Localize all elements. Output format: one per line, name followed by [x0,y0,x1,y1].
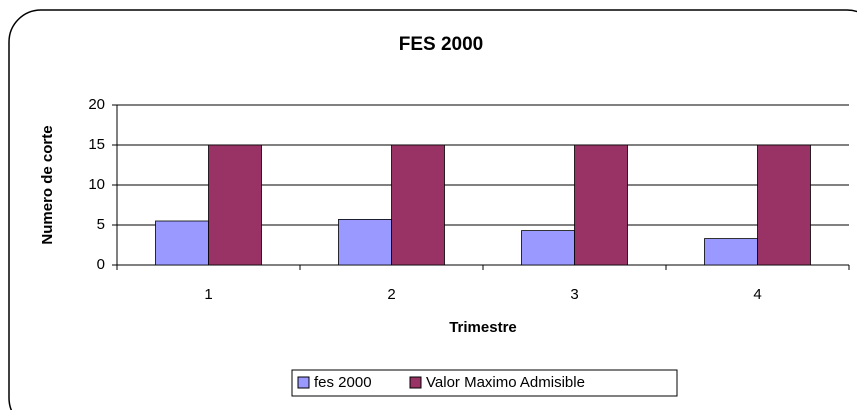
legend: fes 2000 Valor Maximo Admisible [291,369,678,397]
y-tick-label: 15 [88,136,105,153]
legend-box [291,369,678,397]
y-tick-label: 0 [97,256,105,273]
bar [155,220,209,266]
bar [757,144,811,266]
y-tick-label: 10 [88,176,105,193]
legend-swatch [409,376,422,389]
bar [521,230,575,266]
legend-swatch [297,376,310,389]
legend-label: fes 2000 [314,374,372,391]
bar [391,144,445,266]
x-tick-label: 3 [570,286,578,303]
x-tick-label: 4 [753,286,761,303]
x-tick-label: 2 [387,286,395,303]
bar [574,144,628,266]
x-tick-label: 1 [204,286,212,303]
bar [704,238,758,266]
x-axis-title: Trimestre [449,319,517,336]
y-tick-label: 20 [88,96,105,113]
y-tick-label: 5 [97,216,105,233]
bar [338,218,392,266]
y-axis-title: Numero de corte [39,125,56,244]
chart-title: FES 2000 [399,34,484,55]
legend-label: Valor Maximo Admisible [426,374,585,391]
bar [208,144,262,266]
